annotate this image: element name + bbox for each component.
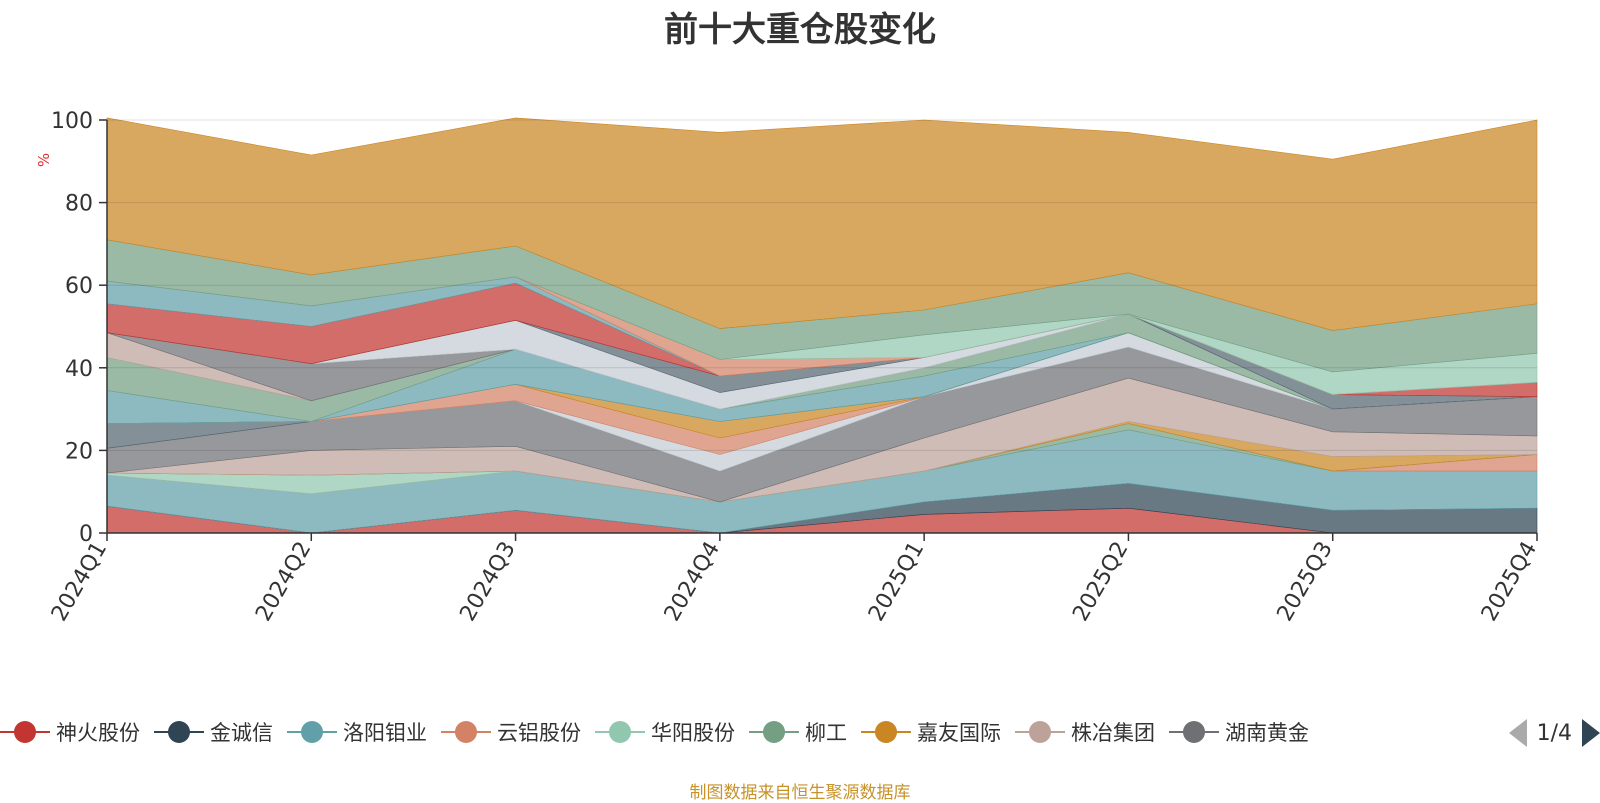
legend: 神火股份 金诚信 洛阳钼业 云铝股份 华阳股份 柳工 嘉友国际 株冶集团 湖南黄金 xyxy=(0,712,1480,752)
legend-label: 嘉友国际 xyxy=(917,721,1001,745)
legend-label: 株冶集团 xyxy=(1071,721,1155,745)
legend-item[interactable]: 神火股份 xyxy=(0,712,140,752)
legend-next-page-icon[interactable] xyxy=(1582,719,1600,747)
legend-item[interactable]: 金诚信 xyxy=(154,712,273,752)
legend-item[interactable]: 云铝股份 xyxy=(441,712,581,752)
legend-item[interactable]: 洛阳钼业 xyxy=(287,712,427,752)
x-tick-label: 2025Q2 xyxy=(1068,538,1133,626)
x-tick-label: 2024Q1 xyxy=(47,538,112,626)
legend-item[interactable]: 嘉友国际 xyxy=(861,712,1001,752)
legend-item[interactable]: 柳工 xyxy=(749,712,847,752)
y-tick-label: 80 xyxy=(65,192,93,217)
area-series-25 xyxy=(106,117,1538,331)
legend-label: 洛阳钼业 xyxy=(343,721,427,745)
legend-item[interactable]: 株冶集团 xyxy=(1015,712,1155,752)
legend-marker-icon xyxy=(749,720,799,744)
y-tick-label: 60 xyxy=(65,274,93,299)
legend-label: 柳工 xyxy=(805,721,847,745)
legend-marker-icon xyxy=(1015,720,1065,744)
y-tick-label: 40 xyxy=(65,357,93,382)
areas-layer xyxy=(106,117,1538,534)
legend-pager: 1/4 xyxy=(1508,716,1600,750)
legend-label: 神火股份 xyxy=(56,721,140,745)
x-tick-label: 2024Q2 xyxy=(251,538,316,626)
legend-item[interactable]: 湖南黄金 xyxy=(1169,712,1309,752)
x-tick-label: 2025Q3 xyxy=(1273,538,1338,626)
x-tick-label: 2024Q4 xyxy=(660,538,725,626)
source-note: 制图数据来自恒生聚源数据库 xyxy=(689,783,911,803)
x-tick-label: 2025Q4 xyxy=(1477,538,1542,626)
legend-marker-icon xyxy=(1169,720,1219,744)
legend-marker-icon xyxy=(154,720,204,744)
y-tick-label: 100 xyxy=(51,109,93,134)
x-tick-label: 2024Q3 xyxy=(455,538,520,626)
legend-item[interactable]: 华阳股份 xyxy=(595,712,735,752)
legend-label: 华阳股份 xyxy=(651,721,735,745)
legend-page-indicator: 1/4 xyxy=(1536,720,1572,746)
y-tick-label: 20 xyxy=(65,439,93,464)
x-tick-label: 2025Q1 xyxy=(864,538,929,626)
legend-marker-icon xyxy=(287,720,337,744)
y-tick-label: 0 xyxy=(79,522,93,547)
legend-label: 云铝股份 xyxy=(497,721,581,745)
legend-marker-icon xyxy=(441,720,491,744)
y-axis-unit-label: % xyxy=(35,153,53,167)
legend-marker-icon xyxy=(0,720,50,744)
legend-label: 金诚信 xyxy=(210,721,273,745)
legend-marker-icon xyxy=(595,720,645,744)
legend-marker-icon xyxy=(861,720,911,744)
legend-label: 湖南黄金 xyxy=(1225,721,1309,745)
legend-prev-page-icon[interactable] xyxy=(1508,719,1527,747)
chart-title: 前十大重仓股变化 xyxy=(664,10,936,50)
stacked-area-chart: 0 20 40 60 80 100 2024Q1 2024Q2 2024Q3 2024Q4 2025… xyxy=(35,109,1542,626)
